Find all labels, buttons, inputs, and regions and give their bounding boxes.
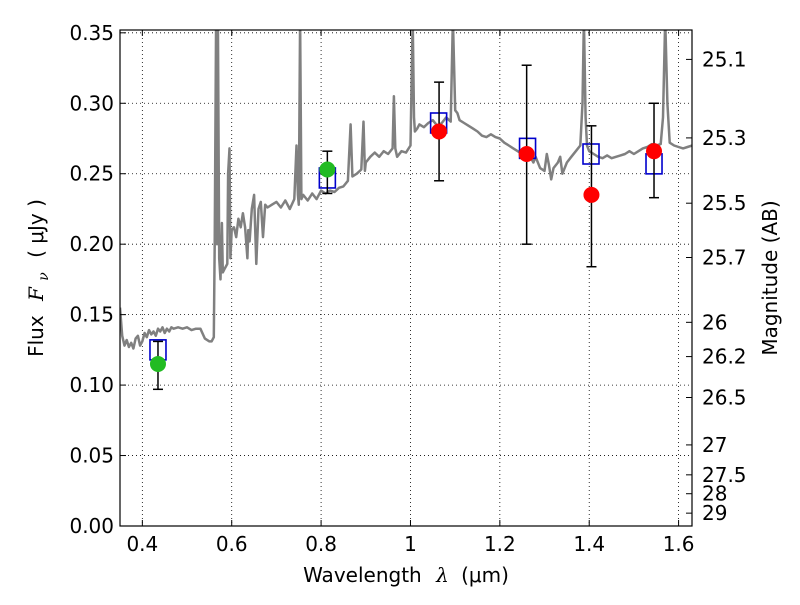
x-tick-label: 0.4 bbox=[126, 532, 158, 556]
x-tick-label: 1.2 bbox=[484, 532, 516, 556]
x-axis-title: Wavelength λ (μm) bbox=[303, 563, 509, 587]
x-axis-ticks: 0.4 0.6 0.8 1 1.2 1.4 1.6 bbox=[126, 30, 695, 556]
y-axis-title: Flux F ν ( μJy ) bbox=[24, 199, 53, 357]
y-axis-title-symbol: F bbox=[24, 286, 48, 302]
y-axis-title-subscript: ν bbox=[36, 272, 52, 281]
y-tick-label: 0.30 bbox=[69, 91, 114, 115]
y2-axis-title: Magnitude (AB) bbox=[758, 200, 782, 355]
y-tick-label: 0.00 bbox=[69, 514, 114, 538]
plot-frame bbox=[119, 29, 693, 527]
y-tick-label: 0.20 bbox=[69, 232, 114, 256]
y-tick-label: 0.25 bbox=[69, 162, 114, 186]
y2-tick-label: 27.5 bbox=[702, 463, 747, 487]
x-tick-label: 1.6 bbox=[663, 532, 695, 556]
y2-tick-label: 26 bbox=[702, 310, 727, 334]
y2-tick-label: 28 bbox=[702, 482, 727, 506]
y2-tick-label: 25.7 bbox=[702, 246, 747, 270]
y-tick-label: 0.05 bbox=[69, 444, 114, 468]
green-data-point bbox=[149, 355, 166, 372]
red-data-point bbox=[646, 143, 663, 160]
x-tick-label: 1 bbox=[404, 532, 417, 556]
x-tick-label: 0.6 bbox=[216, 532, 248, 556]
y2-tick-label: 27 bbox=[702, 433, 727, 457]
y2-tick-label: 25.3 bbox=[702, 126, 747, 150]
y-tick-label: 0.35 bbox=[69, 21, 114, 45]
x-axis-title-unit: (μm) bbox=[461, 563, 509, 587]
y2-tick-label: 26.2 bbox=[702, 345, 747, 369]
y2-tick-label: 26.5 bbox=[702, 385, 747, 409]
green-data-point bbox=[319, 161, 336, 178]
x-tick-label: 1.4 bbox=[573, 532, 605, 556]
y2-tick-label: 25.1 bbox=[702, 47, 747, 71]
y-tick-label: 0.15 bbox=[69, 303, 114, 327]
y-tick-label: 0.10 bbox=[69, 373, 114, 397]
y-axis-title-unit: ( μJy ) bbox=[24, 199, 48, 258]
red-data-point bbox=[518, 146, 535, 162]
gridlines bbox=[120, 30, 692, 526]
y2-tick-label: 29 bbox=[702, 501, 727, 525]
model-spectrum-line bbox=[120, 30, 692, 350]
red-data-point bbox=[583, 186, 600, 203]
y-axis-title-text: Flux bbox=[24, 315, 48, 357]
x-tick-label: 0.8 bbox=[305, 532, 337, 556]
red-data-point bbox=[431, 123, 448, 140]
x-axis-title-symbol: λ bbox=[435, 563, 449, 587]
plot-background bbox=[120, 30, 692, 526]
observed-points bbox=[149, 123, 663, 372]
y2-tick-label: 25.5 bbox=[702, 191, 747, 215]
y-axis-ticks: 0.00 0.05 0.10 0.15 0.20 0.25 0.30 0.35 bbox=[69, 21, 126, 538]
x-axis-title-text: Wavelength bbox=[303, 563, 422, 587]
